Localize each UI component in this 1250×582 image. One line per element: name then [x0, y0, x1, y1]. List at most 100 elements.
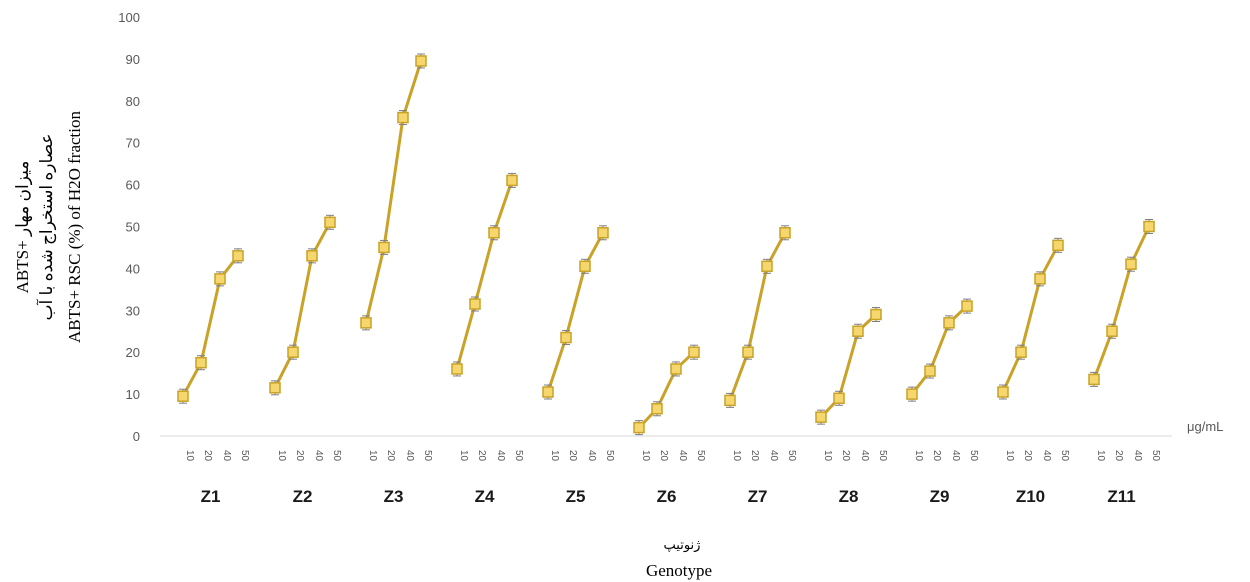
data-point: [633, 421, 645, 434]
x-tick-label: 40: [404, 450, 415, 462]
x-tick-label: 40: [586, 450, 597, 462]
x-tick-label: 50: [604, 450, 615, 462]
x-tick-label: 40: [1132, 450, 1143, 462]
genotype-label: Z1: [201, 487, 221, 506]
genotype-label: Z4: [475, 487, 495, 506]
x-tick-label: 20: [658, 450, 669, 462]
genotype-labels: Z1 Z2 Z3 Z4 Z5 Z6 Z7 Z8 Z9 Z10 Z11: [201, 487, 1136, 506]
genotype-label: Z10: [1016, 487, 1045, 506]
x-tick-label: 40: [768, 450, 779, 462]
x-tick-label: 10: [549, 450, 560, 462]
data-point: [597, 227, 609, 239]
data-point: [488, 227, 500, 239]
series-line-z1: [181, 254, 240, 397]
data-point: [833, 392, 845, 405]
y-tick-label: 60: [126, 178, 140, 193]
data-point: [651, 403, 663, 415]
y-tick-label: 80: [126, 94, 140, 109]
y-tick-label: 70: [126, 136, 140, 151]
genotype-label: Z3: [384, 487, 404, 506]
data-point: [269, 382, 281, 394]
data-point: [177, 390, 189, 402]
y-tick-label: 30: [126, 303, 140, 318]
data-point: [360, 317, 372, 329]
genotype-label: Z5: [566, 487, 586, 506]
x-tick-label: 50: [786, 450, 797, 462]
x-tick-label: 50: [513, 450, 524, 462]
data-point: [742, 346, 754, 358]
x-tick-label: 40: [221, 450, 232, 462]
y-axis-ticks: 0 10 20 30 40 50 60 70 80 90 100: [118, 10, 140, 444]
x-tick-label: 10: [822, 450, 833, 462]
data-point: [378, 241, 390, 254]
x-tick-label: 20: [294, 450, 305, 462]
x-tick-label: 50: [877, 450, 888, 462]
data-point: [469, 298, 481, 310]
data-point: [232, 250, 244, 262]
data-point: [1034, 273, 1046, 285]
x-tick-label: 40: [950, 450, 961, 462]
x-tick-label: 20: [1022, 450, 1033, 462]
data-point: [670, 363, 682, 375]
data-point: [214, 273, 226, 285]
unit-label: μg/mL: [1187, 419, 1223, 434]
data-point: [195, 356, 207, 369]
series-line-z9: [910, 305, 969, 396]
data-point: [1015, 346, 1027, 358]
data-point: [924, 365, 936, 377]
x-tick-label: 10: [1004, 450, 1015, 462]
series-line-z4: [455, 179, 514, 370]
data-point: [852, 325, 864, 337]
x-tick-label: 20: [931, 450, 942, 462]
genotype-label: Z11: [1107, 487, 1135, 506]
data-point: [997, 386, 1009, 398]
y-tick-label: 0: [133, 429, 140, 444]
data-point: [287, 346, 299, 358]
genotype-label: Z9: [930, 487, 950, 506]
series-line-z5: [546, 232, 605, 393]
x-axis-title: Genotype: [646, 561, 712, 580]
y-tick-label: 40: [126, 261, 140, 276]
data-point: [1125, 258, 1137, 270]
data-point: [1106, 325, 1118, 337]
x-tick-label: 50: [239, 450, 250, 462]
data-point: [1088, 373, 1100, 386]
data-point: [815, 411, 827, 423]
x-tick-label: 10: [184, 450, 195, 462]
data-point: [506, 174, 518, 187]
x-tick-label: 50: [1059, 450, 1070, 462]
x-tick-label: 20: [385, 450, 396, 462]
data-point: [906, 388, 918, 400]
x-tick-label: 20: [567, 450, 578, 462]
x-tick-label: 10: [367, 450, 378, 462]
x-axis-title-fa: ژنوتیپ: [664, 538, 701, 553]
data-point: [415, 55, 427, 67]
y-tick-label: 90: [126, 52, 140, 67]
x-tick-label: 50: [968, 450, 979, 462]
series-line-z11: [1092, 225, 1151, 380]
data-point: [579, 260, 591, 273]
series-line-z8: [819, 313, 878, 419]
series-line-z10: [1001, 244, 1060, 393]
data-point: [397, 111, 409, 124]
data-point: [451, 363, 463, 375]
x-tick-label: 10: [731, 450, 742, 462]
y-tick-label: 50: [126, 220, 140, 235]
y-axis-title: ABTS+ میزان مهار عصاره استخراج شده با آب…: [13, 111, 84, 343]
series-line-z6: [637, 351, 696, 429]
data-point: [761, 260, 773, 273]
x-tick-label: 10: [458, 450, 469, 462]
x-tick-label: 10: [640, 450, 651, 462]
series-line-z2: [273, 221, 332, 389]
data-point: [943, 317, 955, 329]
y-axis-title-line-3: ABTS+ RSC (%) of H2O fraction: [65, 111, 84, 343]
x-tick-label: 10: [276, 450, 287, 462]
data-point: [1143, 220, 1155, 233]
genotype-label: Z8: [839, 487, 859, 506]
x-tick-label: 40: [495, 450, 506, 462]
series-lines: [177, 53, 1155, 436]
x-tick-label: 10: [913, 450, 924, 462]
data-point: [779, 227, 791, 239]
data-point: [306, 250, 318, 262]
x-tick-label: 40: [859, 450, 870, 462]
